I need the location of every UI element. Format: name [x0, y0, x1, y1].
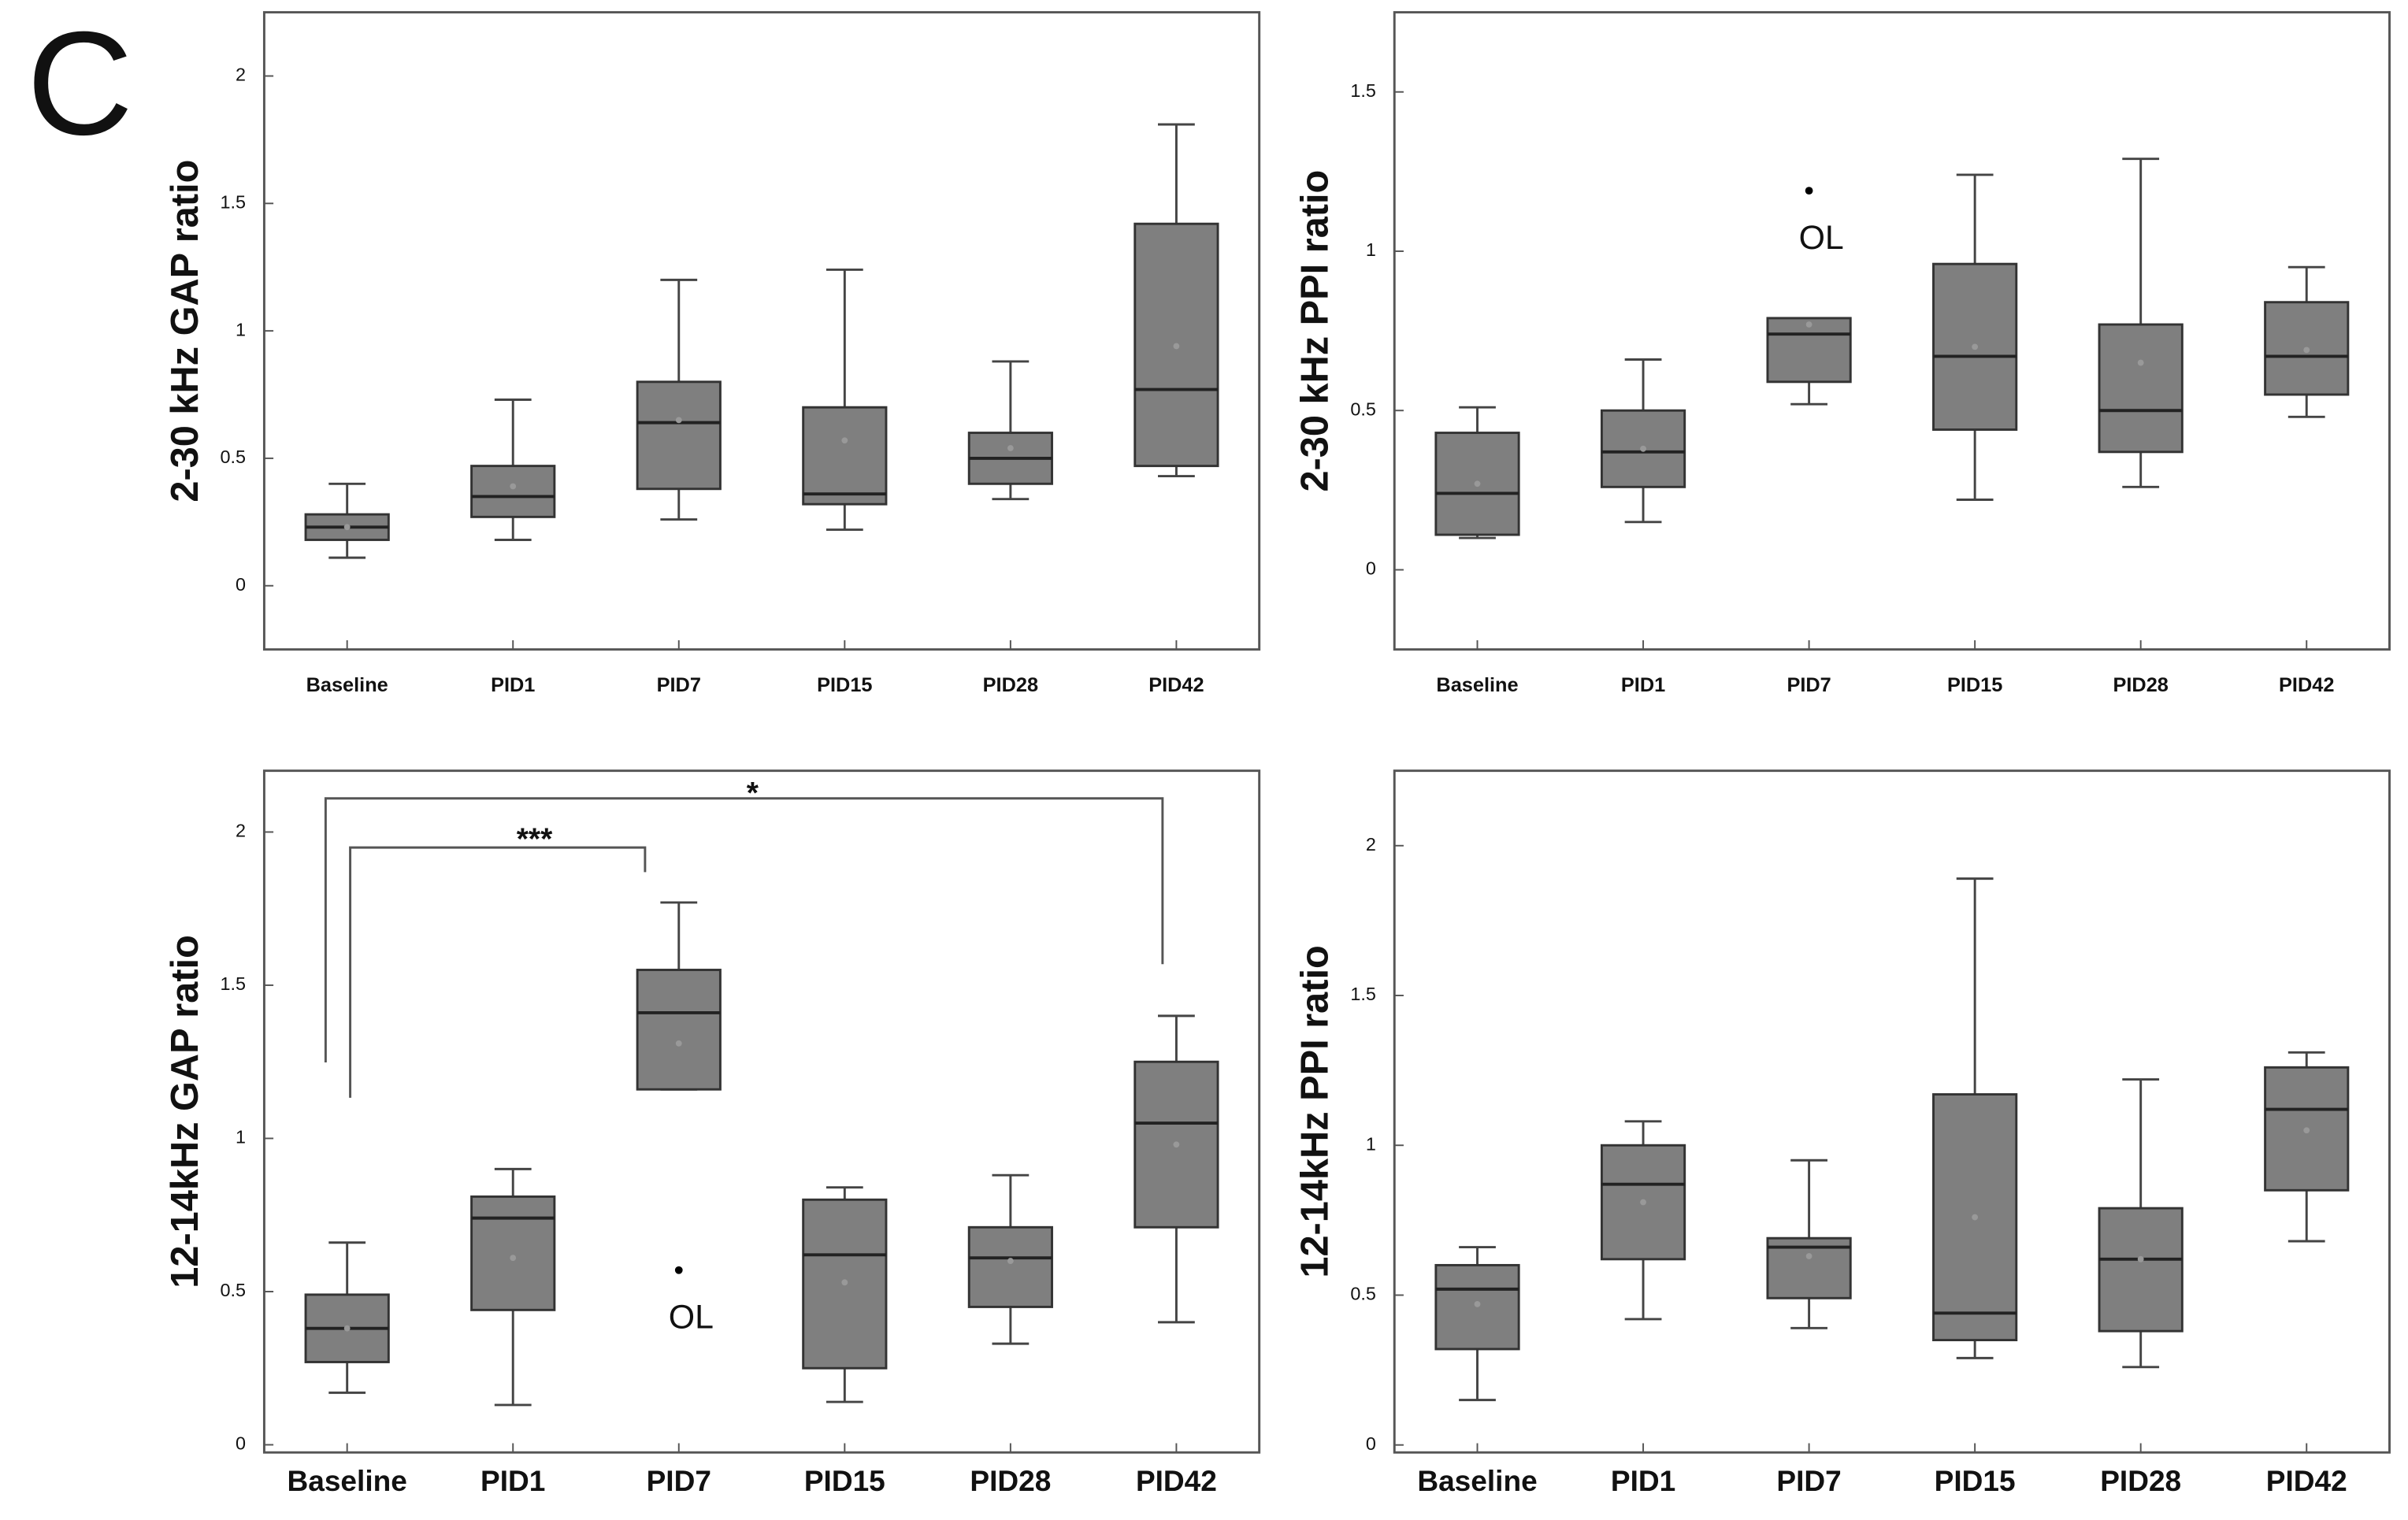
y-tick-label: 1.5: [1350, 80, 1375, 101]
mean-dot: [2137, 359, 2144, 366]
mean-dot: [675, 417, 682, 424]
box: [470, 1195, 556, 1311]
mean-dot: [1640, 445, 1646, 452]
outlier: [1805, 187, 1813, 195]
mean-dot: [1007, 1258, 1014, 1264]
x-tick-label: PID42: [2279, 674, 2334, 696]
y-tick-label: 1: [1366, 239, 1376, 260]
mean-dot: [1805, 321, 1812, 328]
bracket: [324, 797, 1164, 1063]
x-tick-label: PID7: [1787, 674, 1831, 696]
y-axis-label: 2-30 kHz PPI ratio: [1294, 170, 1337, 492]
mean-dot: [510, 1255, 517, 1262]
mean-dot: [1805, 1253, 1812, 1259]
y-tick-label: 1: [236, 1127, 246, 1147]
box: [967, 1225, 1053, 1308]
mean-dot: [1640, 1199, 1646, 1206]
x-tick-label: Baseline: [288, 1464, 407, 1497]
mean-dot: [2303, 347, 2310, 354]
x-tick-label: PID42: [2266, 1464, 2347, 1497]
mean-dot: [2137, 1255, 2144, 1262]
mean-dot: [343, 524, 351, 531]
x-tick-label: PID1: [491, 674, 535, 696]
box: [636, 969, 722, 1091]
x-tick-label: PID15: [817, 674, 872, 696]
box: [470, 465, 556, 518]
x-tick-label: PID28: [2100, 1464, 2181, 1497]
x-tick-label: PID15: [804, 1464, 885, 1497]
mean-dot: [841, 1279, 848, 1286]
mean-dot: [343, 1325, 351, 1332]
plot-frame: [1393, 11, 2391, 651]
x-tick-label: PID7: [657, 674, 701, 696]
y-tick-label: 0.5: [221, 447, 247, 467]
x-tick-label: PID7: [1776, 1464, 1841, 1497]
x-tick-label: Baseline: [1436, 674, 1518, 696]
chart-panel: 12-14kHz GAP ratio 0 0.5 1 1.5 2 Baseline PID1 P…: [164, 769, 1261, 1497]
plot-frame: [262, 769, 1261, 1454]
plot-frame: [1393, 769, 2391, 1454]
y-tick-label: 0.5: [221, 1280, 247, 1300]
y-tick-label: 1: [1366, 1133, 1376, 1154]
mean-dot: [1474, 1300, 1481, 1307]
y-tick-label: 0: [236, 1433, 246, 1454]
mean-dot: [2303, 1127, 2310, 1134]
x-tick-label: PID15: [1947, 674, 2002, 696]
y-tick-label: 0.5: [1350, 399, 1375, 419]
mean-dot: [675, 1040, 682, 1047]
y-tick-label: 1.5: [221, 191, 247, 212]
mean-dot: [510, 483, 517, 490]
y-tick-label: 0: [236, 574, 246, 595]
mean-dot: [1474, 480, 1481, 488]
mean-dot: [1972, 343, 1979, 350]
x-tick-label: PID28: [983, 674, 1038, 696]
chart-panel: 2-30 kHz GAP ratio 0 0.5 1 1.5 2 Baseline PID1 P…: [164, 11, 1261, 696]
bracket: [349, 846, 647, 1098]
box: [2098, 1207, 2184, 1333]
y-tick-label: 2: [1366, 834, 1376, 855]
y-tick-label: 2: [236, 65, 246, 85]
outlier: [674, 1266, 683, 1274]
significance-label: *: [747, 777, 759, 810]
mean-dot: [1007, 445, 1014, 451]
box: [636, 380, 722, 491]
plot-frame: [262, 11, 1261, 651]
x-tick-label: PID1: [480, 1464, 545, 1497]
y-tick-label: 0: [1366, 558, 1376, 579]
x-tick-label: PID42: [1148, 674, 1204, 696]
x-tick-label: Baseline: [306, 674, 388, 696]
y-tick-label: 1.5: [1350, 984, 1375, 1004]
x-tick-label: PID42: [1136, 1464, 1217, 1497]
outlier-label: OL: [1799, 219, 1844, 257]
mean-dot: [841, 437, 848, 444]
x-tick-label: PID7: [647, 1464, 711, 1497]
x-tick-label: PID15: [1935, 1464, 2016, 1497]
significance-brackets: [324, 797, 1164, 1098]
y-axis-label: 12-14kHz GAP ratio: [164, 935, 206, 1288]
mean-dot: [1972, 1214, 1979, 1221]
y-tick-label: 1.5: [221, 973, 247, 994]
x-tick-label: PID28: [2113, 674, 2168, 696]
box: [2098, 323, 2184, 454]
y-tick-label: 2: [236, 821, 246, 841]
y-axis-label: 2-30 kHz GAP ratio: [164, 160, 206, 502]
y-tick-label: 1: [236, 319, 246, 339]
panel-label: C: [27, 1, 133, 165]
mean-dot: [1173, 1141, 1180, 1148]
x-tick-label: PID1: [1621, 674, 1665, 696]
x-tick-label: Baseline: [1417, 1464, 1537, 1497]
significance-label: ***: [517, 823, 553, 857]
x-tick-label: PID1: [1611, 1464, 1675, 1497]
box: [1766, 317, 1852, 384]
y-tick-label: 0: [1366, 1433, 1376, 1454]
chart-panel: 2-30 kHz PPI ratio 0 0.5 1 1.5 Baseline PID1 PI…: [1294, 11, 2391, 696]
box: [802, 406, 888, 506]
y-tick-label: 0.5: [1350, 1284, 1375, 1304]
y-axis-label: 12-14kHz PPI ratio: [1294, 945, 1337, 1277]
chart-panel: 12-14kHz PPI ratio 0 0.5 1 1.5 2 Baseline PID1 P…: [1294, 769, 2391, 1497]
outlier-label: OL: [669, 1298, 714, 1336]
x-tick-label: PID28: [970, 1464, 1051, 1497]
mean-dot: [1173, 343, 1180, 350]
